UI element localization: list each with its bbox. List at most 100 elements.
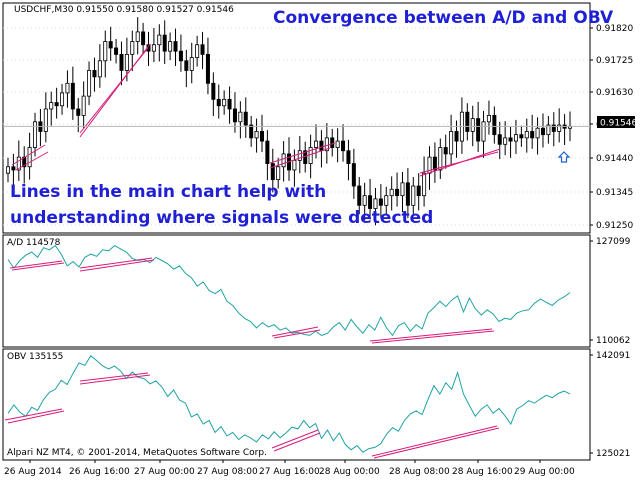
- candle-body: [43, 108, 48, 132]
- candle-body: [87, 70, 92, 97]
- candle-body: [6, 166, 11, 174]
- candle-body: [81, 95, 86, 116]
- candle-body: [103, 41, 108, 62]
- candle-body: [92, 70, 97, 78]
- candle-body: [16, 156, 21, 171]
- candle-body: [351, 163, 356, 187]
- y-tick-label: 0.91345: [596, 188, 633, 198]
- current-price-label: 0.91546: [600, 119, 637, 129]
- y-tick-label: 0.91725: [596, 56, 633, 66]
- candle-body: [178, 50, 183, 62]
- candle-body: [292, 159, 297, 171]
- candle-body: [486, 114, 491, 123]
- trend-line: [273, 432, 321, 452]
- candle-body: [119, 53, 124, 71]
- trend-line: [79, 259, 155, 272]
- candle-body: [297, 150, 302, 161]
- candle-body: [151, 44, 156, 52]
- x-tick-label: 28 Aug 16:00: [452, 467, 513, 477]
- candle-body: [378, 198, 383, 206]
- trend-line: [371, 425, 498, 457]
- candle-body: [11, 166, 16, 171]
- trend-line: [11, 262, 65, 271]
- candle-body: [481, 121, 486, 142]
- ad-indicator-line: [7, 244, 571, 337]
- candle-body: [276, 166, 281, 181]
- candle-body: [114, 47, 119, 55]
- y-tick-label: 0.91250: [596, 221, 633, 231]
- footer-copyright: Alpari NZ MT4, © 2001-2014, MetaQuotes S…: [7, 448, 267, 458]
- trend-line: [79, 374, 151, 385]
- candle-body: [341, 140, 346, 152]
- x-tick-label: 26 Aug 16:00: [69, 467, 130, 477]
- candle-body: [124, 53, 129, 71]
- candle-body: [265, 140, 270, 164]
- trend-line: [15, 151, 49, 171]
- trend-line: [373, 427, 500, 459]
- x-tick-label: 27 Aug 08:00: [197, 467, 258, 477]
- candle-body: [411, 185, 416, 206]
- candle-body: [184, 60, 189, 71]
- candle-body: [141, 31, 146, 46]
- y-tick-label: 125021: [596, 449, 630, 459]
- candle-body: [503, 137, 508, 145]
- y-tick-label: 110062: [596, 336, 630, 346]
- price-panel-header: USDCHF,M30 0.91550 0.91580 0.91527 0.915…: [14, 5, 234, 15]
- candle-body: [270, 163, 275, 181]
- x-tick-label: 28 Aug 08:00: [389, 467, 450, 477]
- candle-body: [232, 108, 237, 123]
- candle-body: [416, 185, 421, 197]
- candle-body: [173, 41, 178, 52]
- candle-body: [519, 134, 524, 139]
- obv-panel-frame: [2, 348, 591, 461]
- candle-body: [70, 82, 75, 110]
- candle-body: [465, 111, 470, 132]
- candle-body: [535, 127, 540, 139]
- candle-body: [449, 131, 454, 155]
- candle-body: [281, 153, 286, 168]
- candle-body: [54, 102, 59, 107]
- candle-body: [546, 124, 551, 136]
- candle-body: [454, 131, 459, 142]
- price-trend-lines: [11, 43, 501, 177]
- candle-body: [254, 131, 259, 139]
- trend-line: [79, 257, 153, 269]
- candle-body: [33, 121, 38, 148]
- y-tick-label: 142091: [596, 351, 630, 361]
- candle-body: [330, 137, 335, 148]
- candle-body: [205, 53, 210, 84]
- candle-body: [222, 98, 227, 107]
- x-tick-label: 29 Aug 00:00: [514, 467, 575, 477]
- candle-body: [389, 188, 394, 197]
- candle-body: [373, 198, 378, 209]
- candle-body: [249, 124, 254, 139]
- y-tick-label: 0.91630: [596, 88, 633, 98]
- candle-body: [157, 34, 162, 46]
- x-tick-label: 27 Aug 16:00: [259, 467, 320, 477]
- panel-frames: [2, 2, 591, 461]
- candle-body: [162, 34, 167, 52]
- candle-body: [384, 195, 389, 206]
- y-axis-ticks: 0.918200.917250.916300.915350.914400.913…: [590, 24, 633, 459]
- candle-body: [130, 41, 135, 55]
- candle-body: [368, 195, 373, 209]
- candle-body: [432, 156, 437, 171]
- trend-line: [269, 147, 331, 169]
- candle-body: [335, 140, 340, 148]
- candle-body: [497, 134, 502, 145]
- trend-line: [269, 142, 336, 164]
- y-tick-label: 0.91440: [596, 154, 633, 164]
- candle-body: [97, 60, 102, 78]
- trend-line: [271, 326, 319, 337]
- trend-line: [11, 144, 46, 166]
- candle-body: [513, 134, 518, 142]
- candle-body: [238, 111, 243, 123]
- y-tick-label: 127099: [596, 237, 631, 247]
- candle-body: [27, 147, 32, 168]
- trend-line: [369, 328, 493, 342]
- price-panel-frame: [2, 2, 591, 234]
- candle-body: [168, 41, 173, 52]
- obv-trend-lines: [4, 372, 500, 459]
- y-tick-label: 0.91820: [596, 24, 633, 34]
